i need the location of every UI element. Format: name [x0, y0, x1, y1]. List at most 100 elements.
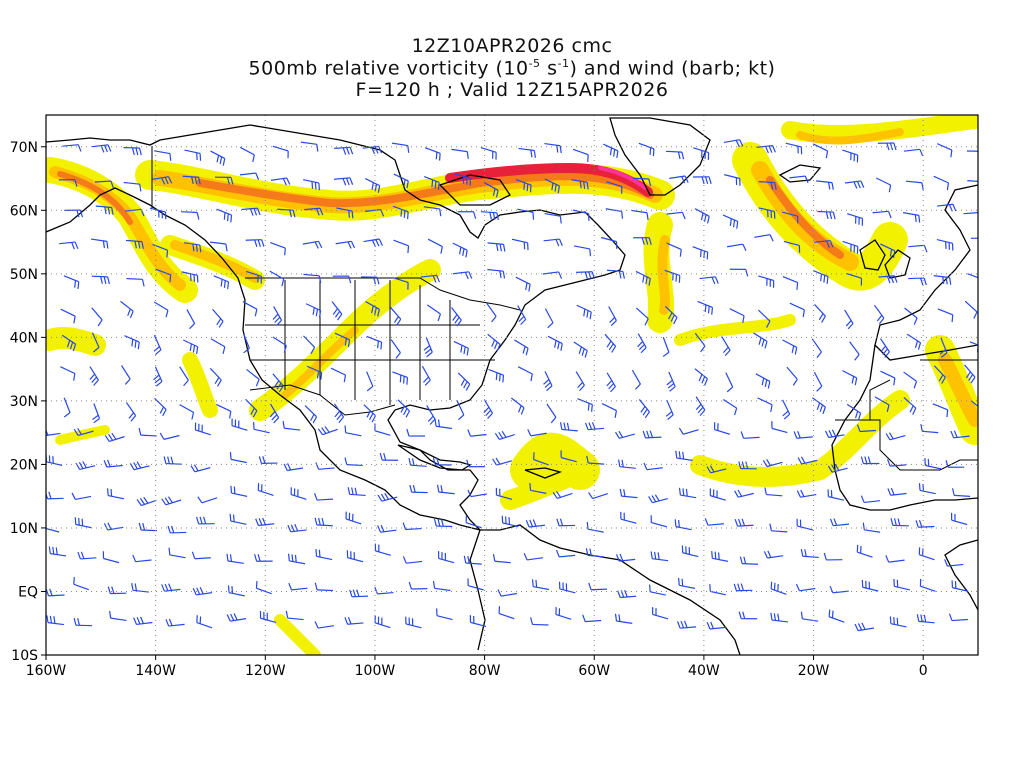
wind-barb: [963, 212, 978, 215]
wind-barb: [601, 403, 618, 418]
wind-barb: [517, 208, 535, 220]
wind-barb: [405, 616, 422, 629]
wind-barb: [333, 403, 345, 424]
wind-barb: [785, 142, 803, 155]
wind-barb: [46, 491, 64, 500]
wind-barb: [709, 488, 726, 501]
wind-barb: [255, 581, 272, 595]
wind-barb: [245, 239, 265, 248]
wind-barb: [576, 271, 596, 280]
wind-barb: [699, 276, 719, 285]
wind-barb: [242, 301, 258, 317]
wind-barb: [757, 309, 771, 328]
wind-barb: [847, 213, 864, 226]
wind-barb: [454, 173, 471, 186]
wind-barb: [573, 341, 588, 358]
wind-barb: [970, 400, 978, 408]
wind-barb: [729, 268, 749, 277]
wind-barb: [457, 372, 471, 391]
wind-barb: [155, 268, 172, 283]
wind-barb: [880, 370, 896, 386]
wind-barb: [258, 456, 278, 464]
wind-barb: [131, 583, 149, 593]
wind-barb: [527, 429, 547, 437]
wind-barb: [511, 238, 529, 251]
wind-barb: [374, 586, 394, 595]
wind-barb: [216, 208, 233, 223]
wind-barb: [903, 396, 917, 415]
wind-barb: [635, 307, 649, 326]
wind-barb: [515, 179, 532, 193]
wind-barb: [89, 366, 99, 386]
wind-barb: [424, 176, 440, 190]
wind-barb: [796, 518, 813, 531]
wind-barb: [753, 332, 768, 349]
wind-barb: [904, 307, 918, 325]
wind-barb: [544, 178, 560, 194]
wind-barb: [154, 397, 167, 417]
wind-barb: [757, 397, 773, 413]
wind-barb: [486, 302, 497, 323]
wind-barb: [829, 585, 849, 594]
wind-barb: [782, 399, 791, 420]
wind-barb: [856, 424, 876, 433]
wind-barb: [514, 339, 529, 356]
title-line-2-pre: 500mb relative vorticity (10: [248, 57, 529, 80]
wind-barb: [665, 150, 685, 160]
wind-barb: [782, 211, 799, 224]
wind-barb: [842, 370, 858, 386]
wind-barb: [125, 239, 144, 249]
wind-barb: [722, 398, 738, 416]
wind-barb: [666, 371, 676, 392]
wind-barb: [168, 547, 186, 559]
wind-barb: [349, 589, 369, 598]
wind-barb: [795, 583, 816, 592]
wind-barb: [480, 147, 497, 160]
wind-barb: [109, 610, 127, 622]
wind-barb: [287, 524, 307, 533]
wind-barb: [758, 275, 775, 288]
wind-barb: [862, 522, 881, 533]
wind-barb: [501, 515, 519, 528]
wind-barb: [620, 511, 637, 524]
wind-barb: [694, 332, 706, 353]
wind-barb: [771, 421, 788, 434]
wind-barb: [365, 300, 380, 317]
wind-barb: [693, 176, 712, 185]
wind-barb: [827, 489, 845, 501]
wind-barb: [918, 547, 935, 561]
wind-barb: [427, 238, 443, 254]
wind-barb: [827, 463, 848, 473]
wind-barb: [542, 271, 563, 279]
wind-barb: [226, 553, 244, 564]
wind-barb: [75, 461, 96, 471]
wind-barb: [467, 578, 484, 591]
lat-label: 70N: [10, 140, 38, 156]
wind-barb: [652, 607, 669, 620]
exponent-2: -1: [557, 57, 570, 70]
wind-barb: [951, 488, 971, 497]
wind-barb: [191, 551, 211, 560]
wind-barb: [426, 405, 436, 425]
wind-barb: [433, 518, 453, 528]
wind-barb: [738, 611, 758, 620]
wind-barb: [73, 576, 90, 591]
wind-barb: [887, 459, 907, 467]
wind-barb: [812, 397, 826, 415]
wind-barb: [239, 172, 260, 180]
wind-barb: [764, 487, 783, 497]
wind-barb: [547, 335, 563, 351]
title-line-2-post: ) and wind (barb; kt): [569, 57, 776, 80]
lat-label: 10S: [11, 648, 38, 664]
wind-barb: [880, 243, 896, 259]
wind-barb: [967, 180, 978, 182]
wind-barb: [903, 371, 918, 389]
wind-barb: [793, 430, 813, 439]
wind-barb: [880, 338, 890, 358]
wind-barb: [393, 239, 410, 254]
wind-barb: [829, 518, 850, 527]
wind-barb: [544, 142, 562, 154]
wind-barb: [159, 432, 180, 440]
wind-barb: [706, 465, 727, 474]
wind-barb: [129, 461, 150, 471]
